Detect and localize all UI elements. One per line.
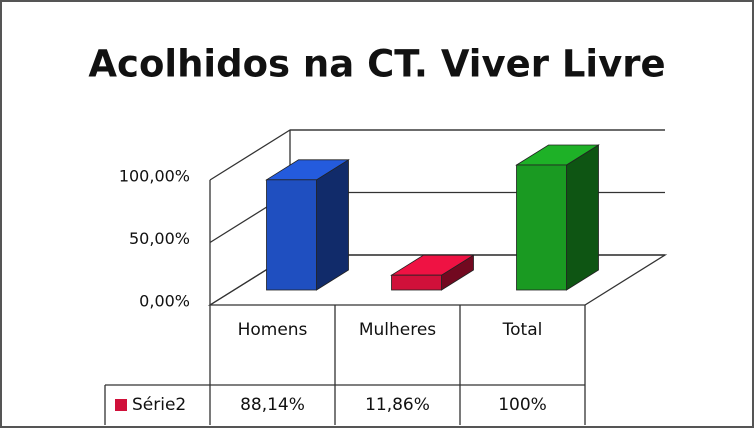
value-label: 11,86% (365, 395, 430, 415)
table-header-cell: Homens (237, 320, 308, 340)
value-label: 88,14% (240, 395, 305, 415)
bar (516, 164, 567, 291)
category-label: Mulheres (358, 320, 437, 340)
table-header-cell: Total (502, 320, 543, 340)
y-tick-label: 50,00% (129, 229, 190, 248)
grid-line (209, 129, 665, 181)
bar (391, 274, 442, 291)
value-label: 100% (498, 395, 547, 415)
bar-side (316, 159, 349, 291)
bar-side (566, 144, 599, 291)
y-tick-label: 0,00% (139, 292, 190, 311)
chart-title: Acolhidos na CT. Viver Livre (88, 43, 665, 86)
legend-swatch (115, 399, 127, 411)
bar (266, 179, 317, 291)
category-label: Homens (237, 320, 308, 340)
legend-label: Série2 (132, 395, 186, 415)
category-label: Total (502, 320, 543, 340)
y-tick-label: 100,00% (119, 167, 190, 186)
table-header-cell: Mulheres (358, 320, 437, 340)
